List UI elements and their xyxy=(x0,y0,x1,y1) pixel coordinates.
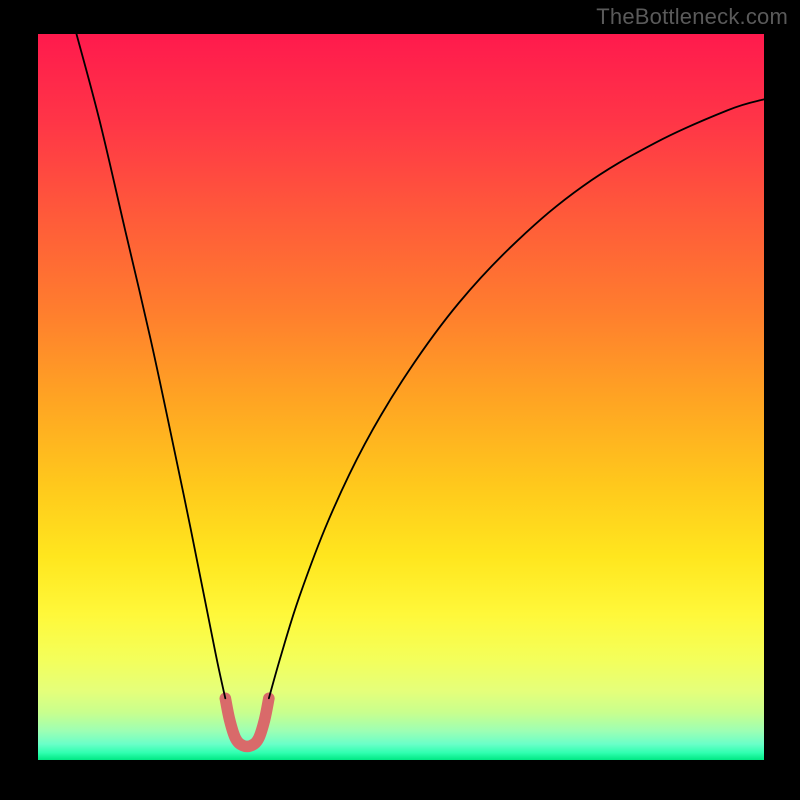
curve-left-branch xyxy=(76,34,225,698)
curve-svg xyxy=(38,34,764,760)
watermark-text: TheBottleneck.com xyxy=(596,4,788,30)
curve-right-branch xyxy=(269,99,764,698)
ridge-bottom xyxy=(225,698,269,746)
plot-area xyxy=(38,34,764,760)
